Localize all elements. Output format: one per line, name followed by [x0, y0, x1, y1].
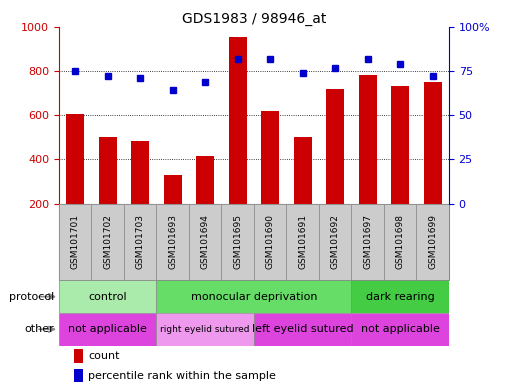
Text: GSM101693: GSM101693: [168, 214, 177, 270]
Text: monocular deprivation: monocular deprivation: [191, 291, 317, 302]
Bar: [326, 89, 344, 204]
Bar: [391, 86, 409, 204]
Bar: [99, 137, 116, 204]
Text: GSM101695: GSM101695: [233, 214, 242, 270]
Bar: [229, 37, 247, 204]
Text: other: other: [24, 324, 54, 334]
Text: left eyelid sutured: left eyelid sutured: [252, 324, 353, 334]
Bar: [222, 204, 254, 280]
Text: count: count: [88, 351, 120, 361]
Bar: [351, 280, 449, 313]
Text: percentile rank within the sample: percentile rank within the sample: [88, 371, 276, 381]
Text: GSM101692: GSM101692: [331, 215, 340, 269]
Bar: [417, 204, 449, 280]
Text: GSM101690: GSM101690: [266, 214, 274, 270]
Text: GSM101691: GSM101691: [298, 214, 307, 270]
Bar: [319, 204, 351, 280]
Bar: [359, 76, 377, 204]
Bar: [384, 204, 417, 280]
Title: GDS1983 / 98946_at: GDS1983 / 98946_at: [182, 12, 326, 26]
Bar: [286, 204, 319, 280]
Text: GSM101701: GSM101701: [71, 214, 80, 270]
Text: GSM101694: GSM101694: [201, 215, 210, 269]
Text: protocol: protocol: [9, 291, 54, 302]
Bar: [156, 280, 351, 313]
Text: control: control: [88, 291, 127, 302]
Bar: [254, 204, 286, 280]
Bar: [124, 204, 156, 280]
Bar: [261, 111, 279, 204]
Bar: [74, 349, 83, 363]
Bar: [294, 137, 311, 204]
Text: GSM101699: GSM101699: [428, 214, 437, 270]
Bar: [156, 204, 189, 280]
Bar: [74, 369, 83, 382]
Bar: [59, 204, 91, 280]
Bar: [131, 141, 149, 204]
Bar: [351, 313, 449, 346]
Bar: [66, 114, 84, 204]
Bar: [196, 156, 214, 204]
Text: not applicable: not applicable: [361, 324, 440, 334]
Bar: [254, 313, 351, 346]
Bar: [156, 313, 254, 346]
Bar: [189, 204, 222, 280]
Bar: [351, 204, 384, 280]
Bar: [424, 82, 442, 204]
Text: GSM101703: GSM101703: [136, 214, 145, 270]
Bar: [59, 280, 156, 313]
Text: GSM101698: GSM101698: [396, 214, 405, 270]
Bar: [164, 175, 182, 204]
Text: dark rearing: dark rearing: [366, 291, 435, 302]
Text: GSM101697: GSM101697: [363, 214, 372, 270]
Text: right eyelid sutured: right eyelid sutured: [161, 325, 250, 334]
Text: not applicable: not applicable: [68, 324, 147, 334]
Text: GSM101702: GSM101702: [103, 215, 112, 269]
Bar: [91, 204, 124, 280]
Bar: [59, 313, 156, 346]
